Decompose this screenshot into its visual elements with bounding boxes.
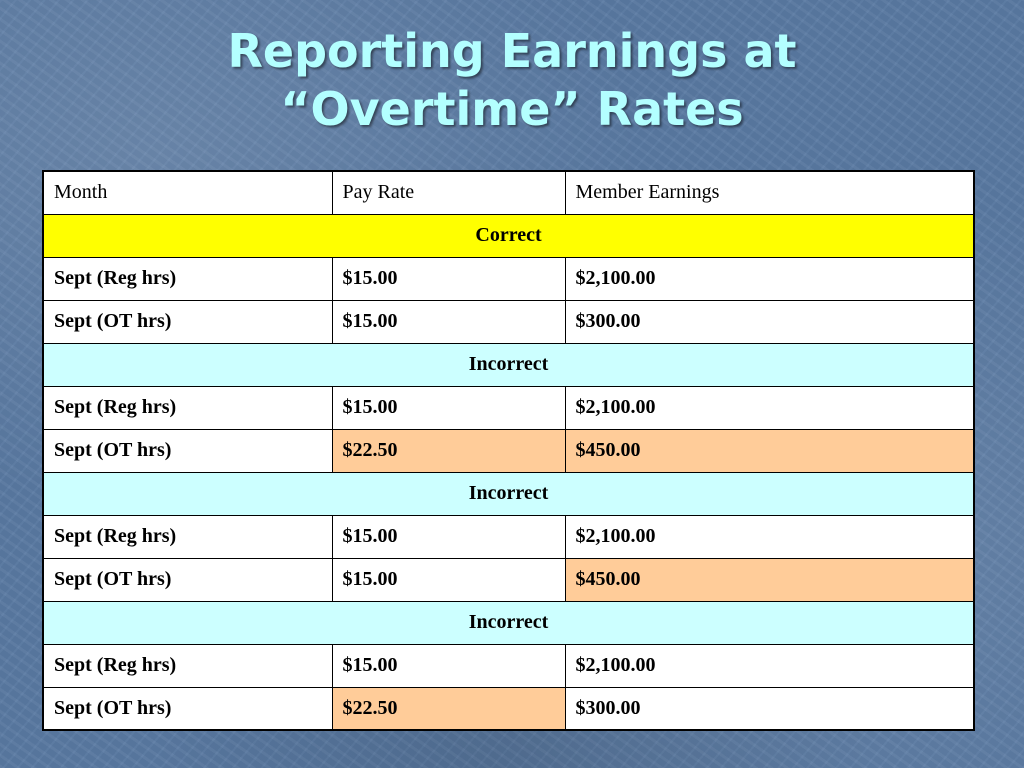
- cell-member-earnings: $2,100.00: [564, 385, 975, 430]
- table-body: Correct Sept (Reg hrs) $15.00 $2,100.00 Sept…: [42, 213, 975, 731]
- cell-month: Sept (OT hrs): [42, 299, 333, 344]
- cell-pay-rate: $22.50: [331, 428, 566, 473]
- table-row: Sept (Reg hrs) $15.00 $2,100.00: [42, 643, 975, 688]
- cell-month: Sept (Reg hrs): [42, 643, 333, 688]
- cell-pay-rate: $15.00: [331, 299, 566, 344]
- cell-month: Sept (Reg hrs): [42, 514, 333, 559]
- cell-member-earnings: $2,100.00: [564, 256, 975, 301]
- table-header-row: Month Pay Rate Member Earnings: [42, 170, 975, 215]
- earnings-table: Month Pay Rate Member Earnings Correct Se…: [42, 170, 975, 731]
- cell-member-earnings: $450.00: [564, 557, 975, 602]
- cell-member-earnings: $450.00: [564, 428, 975, 473]
- table-row: Sept (OT hrs) $15.00 $450.00: [42, 557, 975, 602]
- cell-pay-rate: $22.50: [331, 686, 566, 731]
- table-row: Sept (OT hrs) $22.50 $450.00: [42, 428, 975, 473]
- cell-member-earnings: $300.00: [564, 299, 975, 344]
- section-label: Incorrect: [42, 471, 975, 516]
- cell-pay-rate: $15.00: [331, 643, 566, 688]
- cell-pay-rate: $15.00: [331, 514, 566, 559]
- cell-pay-rate: $15.00: [331, 385, 566, 430]
- cell-month: Sept (OT hrs): [42, 428, 333, 473]
- cell-month: Sept (OT hrs): [42, 557, 333, 602]
- section-label: Incorrect: [42, 600, 975, 645]
- cell-member-earnings: $2,100.00: [564, 514, 975, 559]
- cell-member-earnings: $2,100.00: [564, 643, 975, 688]
- section-row-incorrect: Incorrect: [42, 471, 975, 516]
- header-member-earnings: Member Earnings: [564, 170, 975, 215]
- cell-month: Sept (Reg hrs): [42, 385, 333, 430]
- table-row: Sept (Reg hrs) $15.00 $2,100.00: [42, 256, 975, 301]
- section-label: Correct: [42, 213, 975, 258]
- table-row: Sept (OT hrs) $22.50 $300.00: [42, 686, 975, 731]
- cell-pay-rate: $15.00: [331, 256, 566, 301]
- header-month: Month: [42, 170, 333, 215]
- section-row-incorrect: Incorrect: [42, 342, 975, 387]
- cell-member-earnings: $300.00: [564, 686, 975, 731]
- section-label: Incorrect: [42, 342, 975, 387]
- section-row-incorrect: Incorrect: [42, 600, 975, 645]
- table-row: Sept (Reg hrs) $15.00 $2,100.00: [42, 514, 975, 559]
- table-row: Sept (Reg hrs) $15.00 $2,100.00: [42, 385, 975, 430]
- section-row-correct: Correct: [42, 213, 975, 258]
- header-pay-rate: Pay Rate: [331, 170, 566, 215]
- slide-title: Reporting Earnings at “Overtime” Rates: [0, 22, 1024, 138]
- cell-month: Sept (OT hrs): [42, 686, 333, 731]
- table-row: Sept (OT hrs) $15.00 $300.00: [42, 299, 975, 344]
- cell-month: Sept (Reg hrs): [42, 256, 333, 301]
- slide-title-line-1: Reporting Earnings at: [227, 24, 797, 78]
- cell-pay-rate: $15.00: [331, 557, 566, 602]
- slide-title-line-2: “Overtime” Rates: [280, 82, 744, 136]
